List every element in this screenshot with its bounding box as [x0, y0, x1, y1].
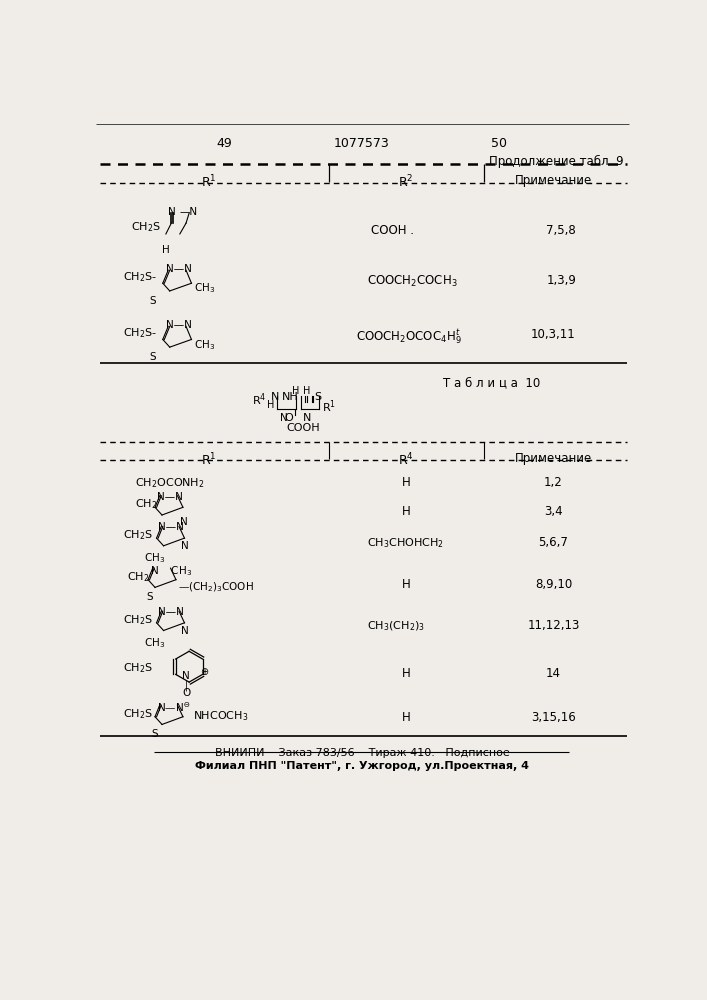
Text: H: H — [402, 476, 411, 489]
Text: CH$_2$S: CH$_2$S — [123, 528, 153, 542]
Text: R$^1$: R$^1$ — [201, 174, 216, 190]
Text: N—N: N—N — [166, 320, 192, 330]
Text: NH: NH — [282, 392, 299, 402]
Text: —N: —N — [180, 207, 198, 217]
Text: CH$_2$S: CH$_2$S — [123, 661, 153, 675]
Text: CH$_3$: CH$_3$ — [194, 338, 215, 352]
Text: COOH: COOH — [286, 423, 320, 433]
Text: COOCH$_2$COCH$_3$: COOCH$_2$COCH$_3$ — [368, 274, 458, 289]
Text: CH$_2$S: CH$_2$S — [123, 707, 153, 721]
Text: 3,4: 3,4 — [544, 505, 563, 518]
Text: H: H — [303, 386, 310, 396]
Text: CH$_2$S-: CH$_2$S- — [123, 326, 157, 340]
Text: 7,5,8: 7,5,8 — [547, 224, 576, 237]
Text: 1077573: 1077573 — [334, 137, 390, 150]
Text: S: S — [146, 592, 153, 602]
Text: 14: 14 — [546, 667, 561, 680]
Text: CH$_3$CHOHCH$_2$: CH$_3$CHOHCH$_2$ — [368, 536, 445, 550]
Text: Примечание: Примечание — [515, 174, 592, 187]
Text: R$^2$: R$^2$ — [399, 174, 414, 190]
Text: R$^1$: R$^1$ — [322, 398, 337, 415]
Text: 10,3,11: 10,3,11 — [531, 328, 575, 341]
Text: R$^4$: R$^4$ — [252, 392, 267, 408]
Text: 1,2: 1,2 — [544, 476, 563, 489]
Text: 1,3,9: 1,3,9 — [547, 274, 576, 287]
Text: S: S — [315, 392, 322, 402]
Text: N—N: N—N — [158, 522, 184, 532]
Text: CH$_2$: CH$_2$ — [127, 570, 149, 584]
Text: CH$_3$: CH$_3$ — [194, 282, 215, 295]
Text: CH$_2$S-: CH$_2$S- — [123, 270, 157, 284]
Text: S: S — [149, 296, 156, 306]
Text: H: H — [293, 386, 300, 396]
Text: N    CH$_3$: N CH$_3$ — [151, 564, 192, 578]
Text: N—N: N—N — [158, 607, 184, 617]
Text: H: H — [162, 245, 170, 255]
Text: 11,12,13: 11,12,13 — [527, 619, 580, 632]
Text: |: | — [185, 681, 187, 691]
Text: N—N: N—N — [156, 492, 182, 502]
Text: H: H — [402, 711, 411, 724]
Text: ВНИИПИ    Заказ 783/56    Тираж 410.   Подписное: ВНИИПИ Заказ 783/56 Тираж 410. Подписное — [215, 748, 509, 758]
Text: N: N — [182, 671, 190, 681]
Text: CH$_2$S: CH$_2$S — [123, 613, 153, 627]
Text: H: H — [402, 667, 411, 680]
Text: Примечание: Примечание — [515, 452, 592, 465]
Text: N: N — [280, 413, 288, 423]
Text: S: S — [149, 352, 156, 362]
Text: Продолжение табл. 9: Продолжение табл. 9 — [489, 155, 623, 168]
Text: N: N — [271, 392, 280, 402]
Text: Филиал ПНП "Патент", г. Ужгород, ул.Проектная, 4: Филиал ПНП "Патент", г. Ужгород, ул.Прое… — [195, 761, 529, 771]
Text: CH$_3$: CH$_3$ — [144, 551, 165, 565]
Text: H: H — [267, 400, 274, 410]
Text: S: S — [151, 729, 158, 739]
Text: H: H — [402, 505, 411, 518]
Text: N—N$^{\Theta}$: N—N$^{\Theta}$ — [156, 701, 189, 714]
Text: COOH .: COOH . — [371, 224, 414, 237]
Text: N: N — [180, 517, 187, 527]
Text: —(CH$_2$)$_3$COOH: —(CH$_2$)$_3$COOH — [177, 580, 253, 594]
Text: 50: 50 — [491, 137, 507, 150]
Text: R$^4$: R$^4$ — [398, 452, 414, 468]
Text: N: N — [182, 541, 189, 551]
Text: R$^1$: R$^1$ — [201, 452, 216, 468]
Text: Т а б л и ц а  10: Т а б л и ц а 10 — [443, 376, 540, 389]
Text: NHCOCH$_3$: NHCOCH$_3$ — [193, 709, 248, 723]
Text: COOCH$_2$OCOC$_4$H$_9^t$: COOCH$_2$OCOC$_4$H$_9^t$ — [356, 328, 462, 347]
Text: 5,6,7: 5,6,7 — [539, 536, 568, 549]
Text: 49: 49 — [216, 137, 232, 150]
Text: O: O — [284, 413, 293, 423]
Text: N—N: N—N — [166, 264, 192, 274]
Text: CH$_2$: CH$_2$ — [135, 497, 157, 511]
Text: H: H — [402, 578, 411, 591]
Text: N: N — [303, 413, 311, 423]
Text: N: N — [168, 207, 176, 217]
Text: 3,15,16: 3,15,16 — [531, 711, 575, 724]
Text: O: O — [182, 688, 190, 698]
Text: CH$_2$S: CH$_2$S — [131, 220, 161, 234]
Text: CH$_3$(CH$_2$)$_3$: CH$_3$(CH$_2$)$_3$ — [368, 619, 426, 633]
Text: 8,9,10: 8,9,10 — [534, 578, 572, 591]
Text: CH$_3$: CH$_3$ — [144, 636, 165, 650]
Text: ⊕: ⊕ — [201, 667, 209, 677]
Text: CH$_2$OCONH$_2$: CH$_2$OCONH$_2$ — [135, 476, 204, 490]
Text: N: N — [182, 626, 189, 636]
